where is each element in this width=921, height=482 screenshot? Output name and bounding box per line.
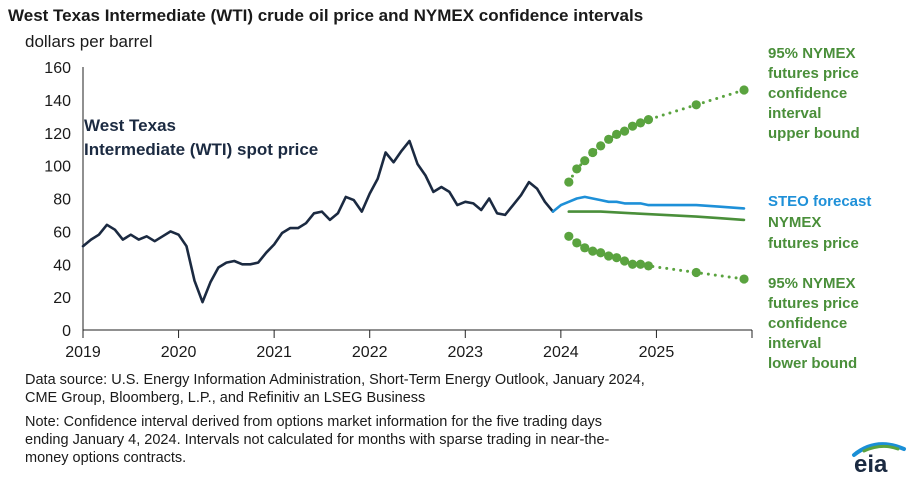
- series-label-line: confidence: [768, 315, 847, 332]
- ci-marker: [564, 231, 574, 241]
- y-tick-label: 120: [44, 126, 71, 143]
- series-label-line: 95% NYMEX: [768, 275, 856, 292]
- series-label-line: upper bound: [768, 125, 860, 142]
- ci-marker: [612, 129, 622, 139]
- ci-marker: [643, 261, 654, 271]
- ci-marker: [643, 115, 654, 125]
- ci-marker: [619, 126, 630, 136]
- ci-marker: [604, 134, 614, 144]
- series-labels: West Texas Intermediate (WTI) spot price S…: [84, 45, 871, 372]
- series-2: [567, 210, 746, 222]
- ci-marker: [588, 147, 598, 158]
- series-label-line: STEO forecast: [768, 193, 871, 210]
- y-tick-label: 140: [44, 93, 71, 110]
- ci-marker: [596, 248, 606, 258]
- series-label-line: confidence: [768, 85, 847, 102]
- ci-marker: [580, 243, 590, 253]
- ci-marker: [572, 238, 582, 248]
- series-label-line: West Texas: [84, 116, 176, 135]
- chart-title: West Texas Intermediate (WTI) crude oil …: [8, 6, 644, 25]
- note-line: ending January 4, 2024. Intervals not ca…: [25, 432, 610, 448]
- logo-text: eia: [854, 451, 888, 475]
- series-label: STEO forecast: [768, 193, 871, 210]
- ci-marker: [627, 259, 638, 269]
- series-label-line: futures price: [768, 235, 859, 252]
- methodology-note: Note: Confidence interval derived from o…: [25, 413, 609, 467]
- ci-marker: [596, 141, 606, 151]
- series-layer: [81, 85, 749, 304]
- ci-marker: [635, 118, 646, 128]
- x-tick-label: 2021: [256, 344, 292, 361]
- x-tick-label: 2019: [65, 344, 101, 361]
- x-tick-label: 2024: [543, 344, 579, 361]
- axes: 0 20 40 60 80 100 120 140 160 2019 2020 2021 2022 202…: [44, 60, 753, 361]
- y-tick-label: 40: [53, 257, 71, 274]
- note-line: Note: Confidence interval derived from o…: [25, 414, 603, 430]
- ci-marker: [635, 259, 646, 269]
- x-tick-label: 2023: [447, 344, 483, 361]
- logo-swoosh: [862, 444, 900, 453]
- ci-dotted-line: [567, 234, 746, 281]
- series-label: 95% NYMEX futures price confidence interval…: [768, 45, 860, 142]
- series-label: West Texas Intermediate (WTI) spot price: [84, 116, 318, 159]
- x-tick-label: 2022: [352, 344, 388, 361]
- source-line: CME Group, Bloomberg, L.P., and Refiniti…: [25, 390, 426, 406]
- ci-marker: [739, 274, 749, 284]
- series-label-line: NYMEX: [768, 214, 821, 231]
- ci-marker: [612, 253, 622, 263]
- ci-marker: [627, 121, 638, 131]
- ci-marker: [588, 246, 598, 256]
- ci-marker: [572, 164, 582, 174]
- series-label-line: interval: [768, 335, 821, 352]
- y-axis-units-label: dollars per barrel: [25, 32, 153, 51]
- note-line: money options contracts.: [25, 450, 187, 466]
- series-label: NYMEX futures price: [768, 214, 859, 252]
- y-tick-label: 160: [44, 60, 71, 77]
- series-label-line: 95% NYMEX: [768, 45, 856, 62]
- y-tick-label: 20: [53, 290, 71, 307]
- chart-plot: 0 20 40 60 80 100 120 140 160 2019 2020 2021 2022 202…: [44, 45, 871, 372]
- series-3: [564, 85, 749, 187]
- ci-dotted-line: [567, 88, 746, 184]
- ci-marker: [580, 156, 590, 166]
- x-tick-label: 2020: [161, 344, 197, 361]
- series-label-line: interval: [768, 105, 821, 122]
- series-1: [551, 195, 746, 213]
- x-tick-label: 2025: [639, 344, 675, 361]
- source-line: Data source: U.S. Energy Information Adm…: [25, 372, 645, 388]
- eia-logo: eia: [852, 442, 906, 475]
- ci-marker: [619, 256, 630, 266]
- logo-swoosh: [852, 442, 906, 457]
- data-source-note: Data source: U.S. Energy Information Adm…: [25, 371, 645, 407]
- series-label-line: futures price: [768, 65, 859, 82]
- series-4: [564, 231, 749, 284]
- series-line: [81, 139, 555, 304]
- series-0: [81, 139, 555, 304]
- ci-marker: [739, 85, 749, 95]
- series-label: 95% NYMEX futures price confidence interval…: [768, 275, 859, 372]
- series-line: [567, 210, 746, 222]
- y-tick-label: 80: [53, 192, 71, 209]
- ci-marker: [691, 267, 701, 278]
- ci-marker: [691, 100, 701, 110]
- y-tick-label: 100: [44, 159, 71, 176]
- ci-marker: [604, 251, 614, 261]
- y-tick-label: 0: [62, 323, 71, 340]
- ci-marker: [564, 177, 574, 187]
- series-label-line: Intermediate (WTI) spot price: [84, 140, 318, 159]
- series-label-line: lower bound: [768, 355, 857, 372]
- series-line: [551, 195, 746, 213]
- series-label-line: futures price: [768, 295, 859, 312]
- y-tick-label: 60: [53, 224, 71, 241]
